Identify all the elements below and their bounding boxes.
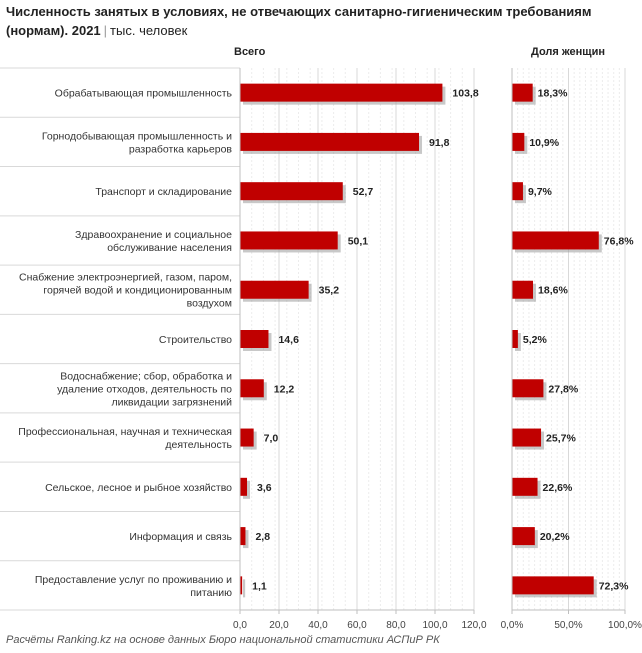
category-label-line: Информация и связь — [129, 531, 232, 543]
category-label-line: Снабжение электроэнергией, газом, паром, — [19, 272, 232, 284]
value-label-total: 35,2 — [319, 285, 340, 297]
category-label-line: Сельское, лесное и рыбное хозяйство — [45, 482, 232, 494]
category-label-line: Предоставление услуг по проживанию и — [35, 574, 232, 586]
total-tick-label: 0,0 — [233, 620, 247, 631]
category-label: Здравоохранение и социальное обслуживание… — [75, 229, 232, 254]
total-tick-label: 40,0 — [308, 620, 328, 631]
value-label-women: 27,8% — [548, 383, 578, 395]
value-label-total: 1,1 — [252, 580, 267, 592]
category-label-line: Транспорт и складирование — [95, 186, 232, 198]
total-tick-label: 60,0 — [347, 620, 367, 631]
bar-women — [512, 132, 525, 151]
women-tick-label: 50,0% — [554, 620, 582, 631]
bar-total — [240, 379, 264, 398]
category-label: Горнодобывающая промышленность и разработ… — [42, 130, 233, 155]
bar-shadow — [515, 333, 521, 351]
category-label: Транспорт и складирование — [95, 186, 232, 198]
value-label-total: 7,0 — [264, 433, 279, 445]
bar-total — [240, 428, 254, 447]
bar-total — [240, 330, 269, 348]
category-label-line: деятельность — [165, 439, 232, 451]
category-label: Строительство — [159, 334, 232, 346]
bar-total — [240, 83, 443, 102]
value-label-total: 52,7 — [353, 186, 374, 198]
bar-women — [512, 428, 542, 447]
category-label-line: питанию — [190, 587, 232, 599]
category-label-line: ликвидации загрязнений — [111, 396, 232, 408]
value-label-total: 14,6 — [278, 334, 299, 346]
category-label-line: Обрабатывающая промышленность — [55, 88, 233, 100]
category-label-line: Водоснабжение; сбор, обработка и — [60, 370, 232, 382]
bar-women — [512, 83, 533, 102]
total-tick-label: 100,0 — [422, 620, 447, 631]
category-label: Снабжение электроэнергией, газом, паром,… — [19, 272, 232, 310]
bar-women — [512, 477, 538, 496]
category-label: Сельское, лесное и рыбное хозяйство — [45, 482, 232, 494]
bar-shadow — [243, 530, 249, 549]
source-note: Расчёты Ranking.kz на основе данных Бюро… — [6, 634, 440, 646]
bar-total — [240, 576, 243, 595]
category-label-line: воздухом — [187, 298, 232, 310]
category-label-line: разработка карьеров — [129, 143, 233, 155]
category-label-line: удаление отходов, деятельность по — [57, 383, 232, 395]
bar-women — [512, 280, 534, 299]
bar-total — [240, 231, 338, 250]
category-label-line: Профессиональная, научная и техническая — [18, 426, 232, 438]
category-label-line: горячей водой и кондиционированным — [43, 285, 232, 297]
value-label-women: 18,6% — [538, 285, 568, 297]
value-label-total: 2,8 — [255, 531, 270, 543]
value-label-women: 72,3% — [599, 580, 629, 592]
value-label-total: 103,8 — [452, 88, 478, 100]
total-tick-label: 120,0 — [461, 620, 486, 631]
value-label-women: 20,2% — [540, 531, 570, 543]
value-label-women: 9,7% — [528, 186, 553, 198]
category-label-line: Строительство — [159, 334, 232, 346]
title-separator: | — [103, 23, 108, 38]
category-label-line: Здравоохранение и социальное — [75, 229, 232, 241]
bar-total — [240, 280, 309, 299]
total-tick-label: 20,0 — [269, 620, 289, 631]
value-label-women: 25,7% — [546, 433, 576, 445]
title-unit: тыс. человек — [110, 23, 188, 38]
bar-women — [512, 330, 518, 348]
value-label-women: 76,8% — [604, 235, 634, 247]
panel-title-women: Доля женщин — [531, 46, 605, 58]
category-label: Водоснабжение; сбор, обработка и удаление… — [57, 370, 232, 408]
bar-total — [240, 527, 246, 546]
bar-women — [512, 182, 523, 201]
bar-total — [240, 182, 343, 201]
value-label-women: 22,6% — [543, 482, 573, 494]
bar-women — [512, 527, 535, 546]
category-label-line: Горнодобывающая промышленность и — [42, 130, 232, 142]
value-label-women: 10,9% — [529, 137, 559, 149]
women-tick-label: 0,0% — [501, 620, 524, 631]
value-label-total: 50,1 — [348, 235, 369, 247]
bar-women — [512, 231, 599, 250]
category-label: Обрабатывающая промышленность — [55, 88, 233, 100]
value-label-total: 3,6 — [257, 482, 272, 494]
value-label-women: 18,3% — [538, 88, 568, 100]
category-label-line: обслуживание населения — [107, 242, 232, 254]
category-label: Профессиональная, научная и техническая д… — [18, 426, 232, 451]
bar-shadow — [243, 579, 246, 598]
value-label-total: 12,2 — [274, 383, 295, 395]
bar-women — [512, 576, 594, 595]
value-label-total: 91,8 — [429, 137, 450, 149]
bar-total — [240, 477, 248, 496]
bar-total — [240, 132, 420, 151]
bar-women — [512, 379, 544, 398]
panel-title-total: Всего — [234, 46, 266, 58]
value-label-women: 5,2% — [523, 334, 548, 346]
category-label: Информация и связь — [129, 531, 232, 543]
total-tick-label: 80,0 — [386, 620, 406, 631]
chart-title: Численность занятых в условиях, не отвеч… — [6, 2, 636, 40]
title-text: Численность занятых в условиях, не отвеч… — [6, 4, 592, 38]
category-label: Предоставление услуг по проживанию и пита… — [35, 574, 232, 599]
women-tick-label: 100,0% — [608, 620, 642, 631]
